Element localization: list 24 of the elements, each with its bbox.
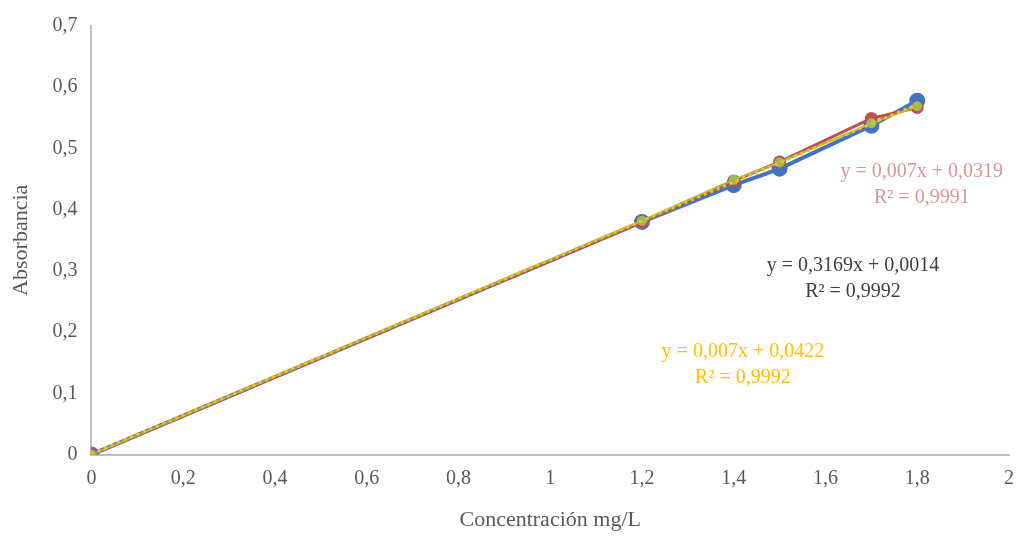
y-tick-label: 0 [67, 441, 78, 464]
x-tick-label: 0,8 [445, 465, 471, 488]
y-tick-label: 0,2 [52, 319, 78, 342]
y-tick-label: 0,6 [52, 74, 78, 97]
y-axis-title: Absorbancia [6, 184, 32, 296]
x-tick-label: 2 [1004, 465, 1014, 488]
x-tick-label: 1,4 [721, 465, 747, 488]
x-axis-title: Concentración mg/L [459, 505, 641, 531]
y-tick-label: 0,4 [52, 196, 78, 219]
annotation: y = 0,3169x + 0,0014 R² = 0,9992 [766, 253, 940, 302]
x-tick-label: 1,2 [629, 465, 655, 488]
x-tick-label: 0,6 [354, 465, 380, 488]
x-tick-label: 0,4 [262, 465, 288, 488]
y-tick-label: 0,7 [52, 13, 78, 36]
x-tick-label: 1,6 [812, 465, 838, 488]
x-tick-label: 1,8 [904, 465, 930, 488]
x-tick-label: 1 [545, 465, 556, 488]
annotation: y = 0,007x + 0,0319 R² = 0,9991 [840, 158, 1004, 207]
x-tick-label: 0,2 [170, 465, 196, 488]
annotation: y = 0,007x + 0,0422 R² = 0,9992 [661, 338, 825, 387]
y-tick-label: 0,1 [52, 380, 78, 403]
x-tick-label: 0 [86, 465, 97, 488]
y-tick-label: 0,3 [52, 258, 78, 281]
y-tick-label: 0,5 [52, 135, 78, 158]
